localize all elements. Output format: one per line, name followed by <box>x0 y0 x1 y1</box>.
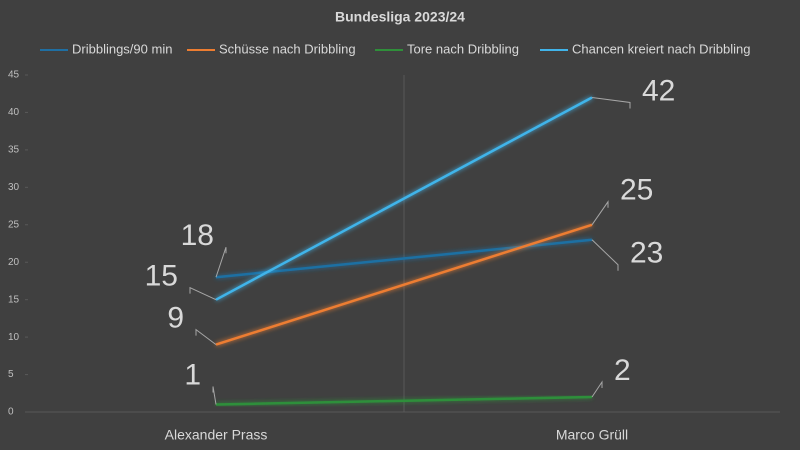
y-tick-label: 45 <box>8 70 20 81</box>
data-label: 1 <box>184 358 201 391</box>
data-label: 23 <box>630 237 663 270</box>
legend-label: Chancen kreiert nach Dribbling <box>572 41 750 56</box>
data-label: 25 <box>620 174 653 207</box>
data-label: 9 <box>167 302 184 335</box>
y-tick-label: 35 <box>8 145 20 156</box>
chart-title: Bundesliga 2023/24 <box>335 9 465 25</box>
leader-line <box>215 247 227 278</box>
leader-line <box>212 386 217 405</box>
legend-label: Schüsse nach Dribbling <box>219 41 356 56</box>
legend-label: Tore nach Dribbling <box>407 41 519 56</box>
leader-line <box>591 200 609 226</box>
data-label: 18 <box>181 219 214 252</box>
y-tick-label: 20 <box>8 257 20 268</box>
x-tick-label: Alexander Prass <box>165 427 268 443</box>
leader-line <box>591 380 603 398</box>
leader-line <box>189 286 217 301</box>
series-line <box>215 395 593 406</box>
y-tick-label: 0 <box>8 407 14 418</box>
data-label: 42 <box>642 74 675 107</box>
y-tick-label: 5 <box>8 369 14 380</box>
data-label: 2 <box>614 354 631 387</box>
legend-label: Dribblings/90 min <box>72 41 172 56</box>
y-tick-label: 10 <box>8 332 20 343</box>
y-tick-label: 15 <box>8 294 20 305</box>
series-line <box>215 223 593 346</box>
y-tick-label: 30 <box>8 182 20 193</box>
leader-line <box>591 96 631 109</box>
x-tick-label: Marco Grüll <box>556 427 628 443</box>
data-label: 15 <box>145 260 178 293</box>
leader-line <box>195 328 217 346</box>
y-tick-label: 25 <box>8 219 20 230</box>
leader-line <box>591 239 619 271</box>
series-line <box>215 96 593 301</box>
y-tick-label: 40 <box>8 107 20 118</box>
